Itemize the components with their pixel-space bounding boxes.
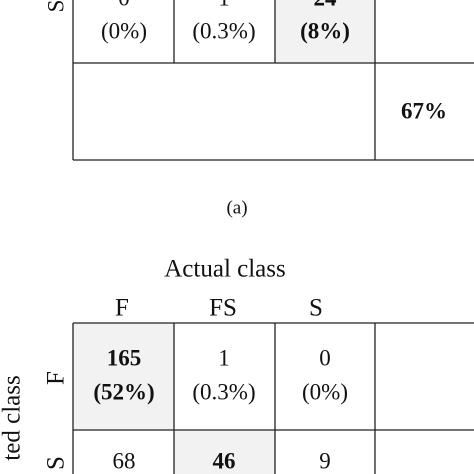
cell-count: 24 bbox=[314, 0, 338, 10]
highlight-cell bbox=[275, 0, 375, 63]
cell-percent: (0.3%) bbox=[192, 18, 255, 43]
row-label: S bbox=[43, 0, 68, 12]
column-label: S bbox=[309, 295, 323, 322]
axis-title: Actual class bbox=[164, 256, 285, 283]
table-grid-b bbox=[72, 322, 474, 474]
table-grid-a bbox=[72, 0, 474, 161]
cell-count: 0 bbox=[319, 345, 331, 370]
cell-count: 68 bbox=[113, 448, 136, 473]
caption: (a) bbox=[226, 197, 247, 218]
row-label: S bbox=[43, 456, 70, 470]
cell-percent: (8%) bbox=[300, 18, 350, 43]
cell-count: 1 bbox=[218, 0, 230, 10]
cell-percent: (52%) bbox=[93, 379, 154, 404]
cell-count: 165 bbox=[107, 345, 142, 370]
column-label: F bbox=[115, 295, 129, 322]
row-label: F bbox=[43, 371, 70, 385]
cell-count: 9 bbox=[319, 448, 331, 473]
cell-percent: (0%) bbox=[101, 18, 147, 43]
row-axis-title: ted class bbox=[0, 375, 26, 460]
cell-percent: (0%) bbox=[302, 379, 348, 404]
cell-count: 0 bbox=[118, 0, 130, 10]
cell-percent: (0.3%) bbox=[192, 379, 255, 404]
highlight-cell bbox=[174, 430, 275, 474]
total-accuracy: 67% bbox=[401, 98, 447, 123]
highlight-cell bbox=[73, 323, 174, 430]
cell-count: 1 bbox=[218, 345, 230, 370]
cell-count: 46 bbox=[213, 448, 236, 473]
column-label: FS bbox=[209, 295, 237, 322]
